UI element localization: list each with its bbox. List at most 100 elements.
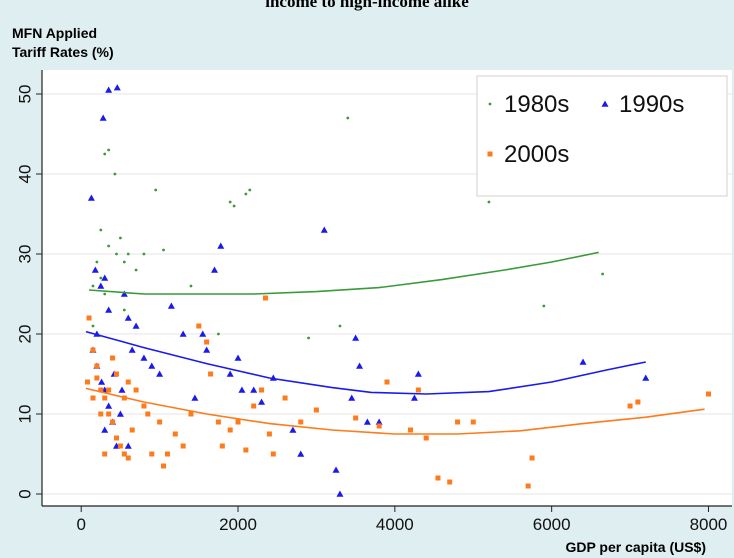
point-2000s xyxy=(455,419,461,425)
point-1980s xyxy=(119,236,122,240)
y-tick-label: 20 xyxy=(15,325,34,344)
point-2000s xyxy=(262,295,268,301)
x-tick-label: 2000 xyxy=(219,515,257,534)
point-1990s xyxy=(234,354,242,361)
point-2000s xyxy=(204,339,210,345)
point-2000s xyxy=(423,435,429,441)
point-2000s xyxy=(627,403,633,409)
point-2000s xyxy=(113,435,119,441)
point-2000s xyxy=(227,427,233,433)
trend-line-2000s xyxy=(85,387,705,435)
point-2000s xyxy=(84,379,90,385)
point-2000s xyxy=(117,443,123,449)
point-1990s xyxy=(99,114,107,121)
point-2000s xyxy=(133,387,139,393)
point-1990s xyxy=(148,362,156,369)
point-2000s xyxy=(121,451,127,457)
point-1990s xyxy=(226,370,234,377)
legend: 1980s 1990s 2000s xyxy=(476,75,728,197)
point-1990s xyxy=(363,418,371,425)
point-1990s xyxy=(297,450,305,457)
legend-box xyxy=(476,75,728,197)
point-1980s xyxy=(99,276,103,280)
trend-lines xyxy=(85,251,705,435)
point-2000s xyxy=(251,403,257,409)
point-1990s xyxy=(199,330,207,337)
point-1980s xyxy=(113,172,117,176)
point-2000s xyxy=(110,355,116,361)
point-1980s xyxy=(542,304,546,308)
point-1990s xyxy=(642,374,650,381)
point-2000s xyxy=(525,483,531,489)
point-1980s xyxy=(142,252,146,256)
point-2000s xyxy=(447,479,453,485)
point-2000s xyxy=(98,411,104,417)
y-tick-label: 30 xyxy=(15,245,34,264)
point-2000s xyxy=(219,443,225,449)
point-1980s xyxy=(232,204,236,208)
point-2000s xyxy=(282,395,288,401)
point-1990s xyxy=(91,266,99,273)
point-1980s xyxy=(107,148,111,152)
point-2000s xyxy=(113,371,119,377)
y-axis-title-line-1: MFN Applied xyxy=(12,25,97,41)
point-1990s xyxy=(579,358,587,365)
legend-label-2000s: 2000s xyxy=(504,141,569,168)
point-1990s xyxy=(320,226,328,233)
point-1990s xyxy=(375,418,383,425)
point-2000s xyxy=(435,475,441,481)
point-1990s xyxy=(258,398,266,405)
point-1990s xyxy=(250,386,258,393)
point-1990s xyxy=(410,394,418,401)
point-1990s xyxy=(348,394,356,401)
point-2000s xyxy=(145,411,151,417)
point-1990s xyxy=(101,274,109,281)
point-2000s xyxy=(529,455,535,461)
point-1990s xyxy=(414,370,422,377)
point-1980s xyxy=(95,260,99,264)
point-2000s xyxy=(353,415,359,421)
point-1980s xyxy=(126,252,130,256)
point-1980s xyxy=(107,244,111,248)
point-1990s xyxy=(124,314,132,321)
point-1990s xyxy=(105,86,113,93)
point-1990s xyxy=(191,394,199,401)
point-2000s xyxy=(635,399,641,405)
y-tick-label: 0 xyxy=(15,489,34,498)
point-1980s xyxy=(154,188,158,192)
point-1990s xyxy=(116,410,124,417)
point-1990s xyxy=(132,322,140,329)
point-2000s xyxy=(125,455,131,461)
point-2000s xyxy=(270,451,276,457)
axes xyxy=(41,70,732,507)
point-1990s xyxy=(105,402,113,409)
x-tick-label: 8000 xyxy=(690,515,728,534)
point-1990s xyxy=(289,426,297,433)
x-tick-label: 6000 xyxy=(533,515,571,534)
y-axis-title-line-2: Tariff Rates (%) xyxy=(12,44,114,60)
point-2000s xyxy=(86,315,92,321)
point-2000s xyxy=(705,391,711,397)
point-1980s xyxy=(307,336,310,340)
trend-line-1980s xyxy=(88,251,599,295)
point-2000s xyxy=(98,387,104,393)
point-2000s xyxy=(90,347,96,353)
point-2000s xyxy=(384,379,390,385)
x-tick-label: 4000 xyxy=(376,515,414,534)
point-1990s xyxy=(167,302,175,309)
point-2000s xyxy=(106,411,112,417)
point-2000s xyxy=(125,379,131,385)
point-1980s xyxy=(162,248,165,252)
point-1980s xyxy=(122,308,126,312)
point-1980s xyxy=(338,324,342,328)
legend-marker-1990s xyxy=(601,100,609,107)
point-1990s xyxy=(113,84,121,91)
point-1980s xyxy=(248,188,252,192)
point-1990s xyxy=(332,466,340,473)
point-2000s xyxy=(188,411,194,417)
point-1990s xyxy=(105,306,113,313)
point-1990s xyxy=(238,386,246,393)
point-1980s xyxy=(487,200,491,204)
data-points xyxy=(84,84,711,497)
